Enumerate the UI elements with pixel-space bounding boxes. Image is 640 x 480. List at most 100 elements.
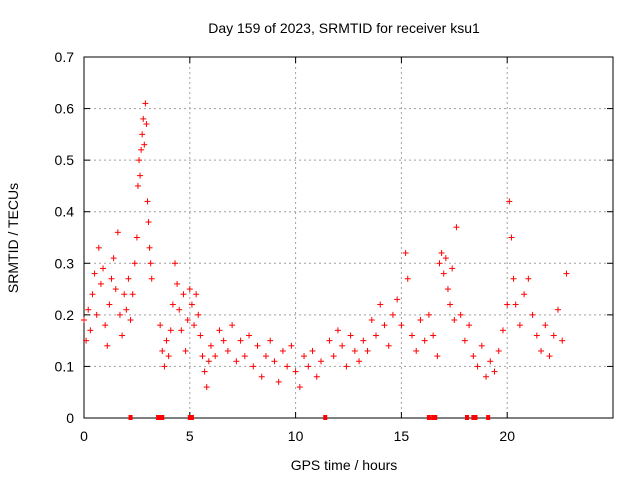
data-point	[258, 373, 265, 380]
data-point	[188, 301, 195, 308]
gap-marker	[189, 415, 194, 420]
data-point	[525, 275, 532, 282]
data-point	[377, 301, 384, 308]
gap-marker	[187, 415, 192, 420]
data-point	[143, 121, 150, 128]
data-point	[87, 327, 94, 334]
gap-marker	[464, 415, 469, 420]
data-point	[205, 358, 212, 365]
data-point	[233, 358, 240, 365]
data-point	[146, 244, 153, 251]
data-point	[83, 337, 90, 344]
data-point	[169, 301, 176, 308]
gap-marker	[160, 415, 165, 420]
data-point	[207, 342, 214, 349]
axes	[83, 56, 614, 419]
data-point	[398, 322, 405, 329]
data-series-srmtid	[81, 100, 570, 391]
data-point	[220, 337, 227, 344]
data-point	[506, 198, 513, 205]
y-tick-label: 0.7	[55, 49, 75, 65]
x-tick-label: 15	[394, 428, 410, 444]
data-point	[178, 327, 185, 334]
data-point	[440, 270, 447, 277]
grid	[84, 57, 613, 418]
data-point	[483, 373, 490, 380]
data-point	[93, 311, 100, 318]
data-point	[186, 286, 193, 293]
data-point	[246, 332, 253, 339]
data-point	[301, 353, 308, 360]
data-point	[229, 322, 236, 329]
data-point	[347, 332, 354, 339]
data-point	[174, 280, 181, 287]
data-point	[417, 317, 424, 324]
data-point	[438, 249, 445, 256]
data-point	[466, 322, 473, 329]
data-point	[343, 363, 350, 370]
data-point	[453, 224, 460, 231]
data-point	[161, 363, 168, 370]
data-point	[89, 291, 96, 298]
data-point	[112, 286, 119, 293]
data-point	[351, 347, 358, 354]
data-point	[250, 363, 257, 370]
y-tick-label: 0.6	[55, 101, 75, 117]
data-point	[203, 384, 210, 391]
data-point	[512, 301, 519, 308]
data-point	[104, 342, 111, 349]
data-point	[430, 332, 437, 339]
data-point	[199, 353, 206, 360]
data-point	[157, 322, 164, 329]
data-point	[402, 249, 409, 256]
data-point	[284, 363, 291, 370]
y-tick-label: 0.1	[55, 358, 75, 374]
data-point	[563, 270, 570, 277]
data-point	[447, 301, 454, 308]
data-point	[127, 317, 134, 324]
data-point	[330, 353, 337, 360]
x-tick-label: 5	[186, 428, 194, 444]
data-point	[108, 275, 115, 282]
data-point	[262, 353, 269, 360]
data-point	[449, 265, 456, 272]
data-gap-markers	[128, 415, 491, 420]
data-point	[356, 358, 363, 365]
data-point	[550, 332, 557, 339]
data-point	[100, 265, 107, 272]
data-point	[495, 347, 502, 354]
data-point	[97, 280, 104, 287]
data-point	[129, 291, 136, 298]
data-point	[191, 322, 198, 329]
data-point	[394, 296, 401, 303]
data-point	[554, 306, 561, 313]
data-point	[134, 182, 141, 189]
data-point	[425, 311, 432, 318]
data-point	[145, 219, 152, 226]
data-point	[279, 347, 286, 354]
data-point	[436, 260, 443, 267]
data-point	[326, 337, 333, 344]
data-point	[267, 337, 274, 344]
data-point	[313, 373, 320, 380]
data-point	[434, 353, 441, 360]
data-point	[474, 363, 481, 370]
data-point	[195, 311, 202, 318]
data-point	[288, 342, 295, 349]
data-point	[254, 342, 261, 349]
data-point	[224, 347, 231, 354]
data-point	[159, 347, 166, 354]
data-point	[546, 353, 553, 360]
data-point	[334, 327, 341, 334]
data-point	[296, 384, 303, 391]
data-point	[271, 358, 278, 365]
data-point	[508, 234, 515, 241]
data-point	[180, 291, 187, 298]
data-point	[504, 301, 511, 308]
data-point	[542, 322, 549, 329]
data-point	[237, 337, 244, 344]
gap-marker	[486, 415, 491, 420]
data-point	[123, 306, 130, 313]
data-point	[216, 327, 223, 334]
data-point	[360, 337, 367, 344]
